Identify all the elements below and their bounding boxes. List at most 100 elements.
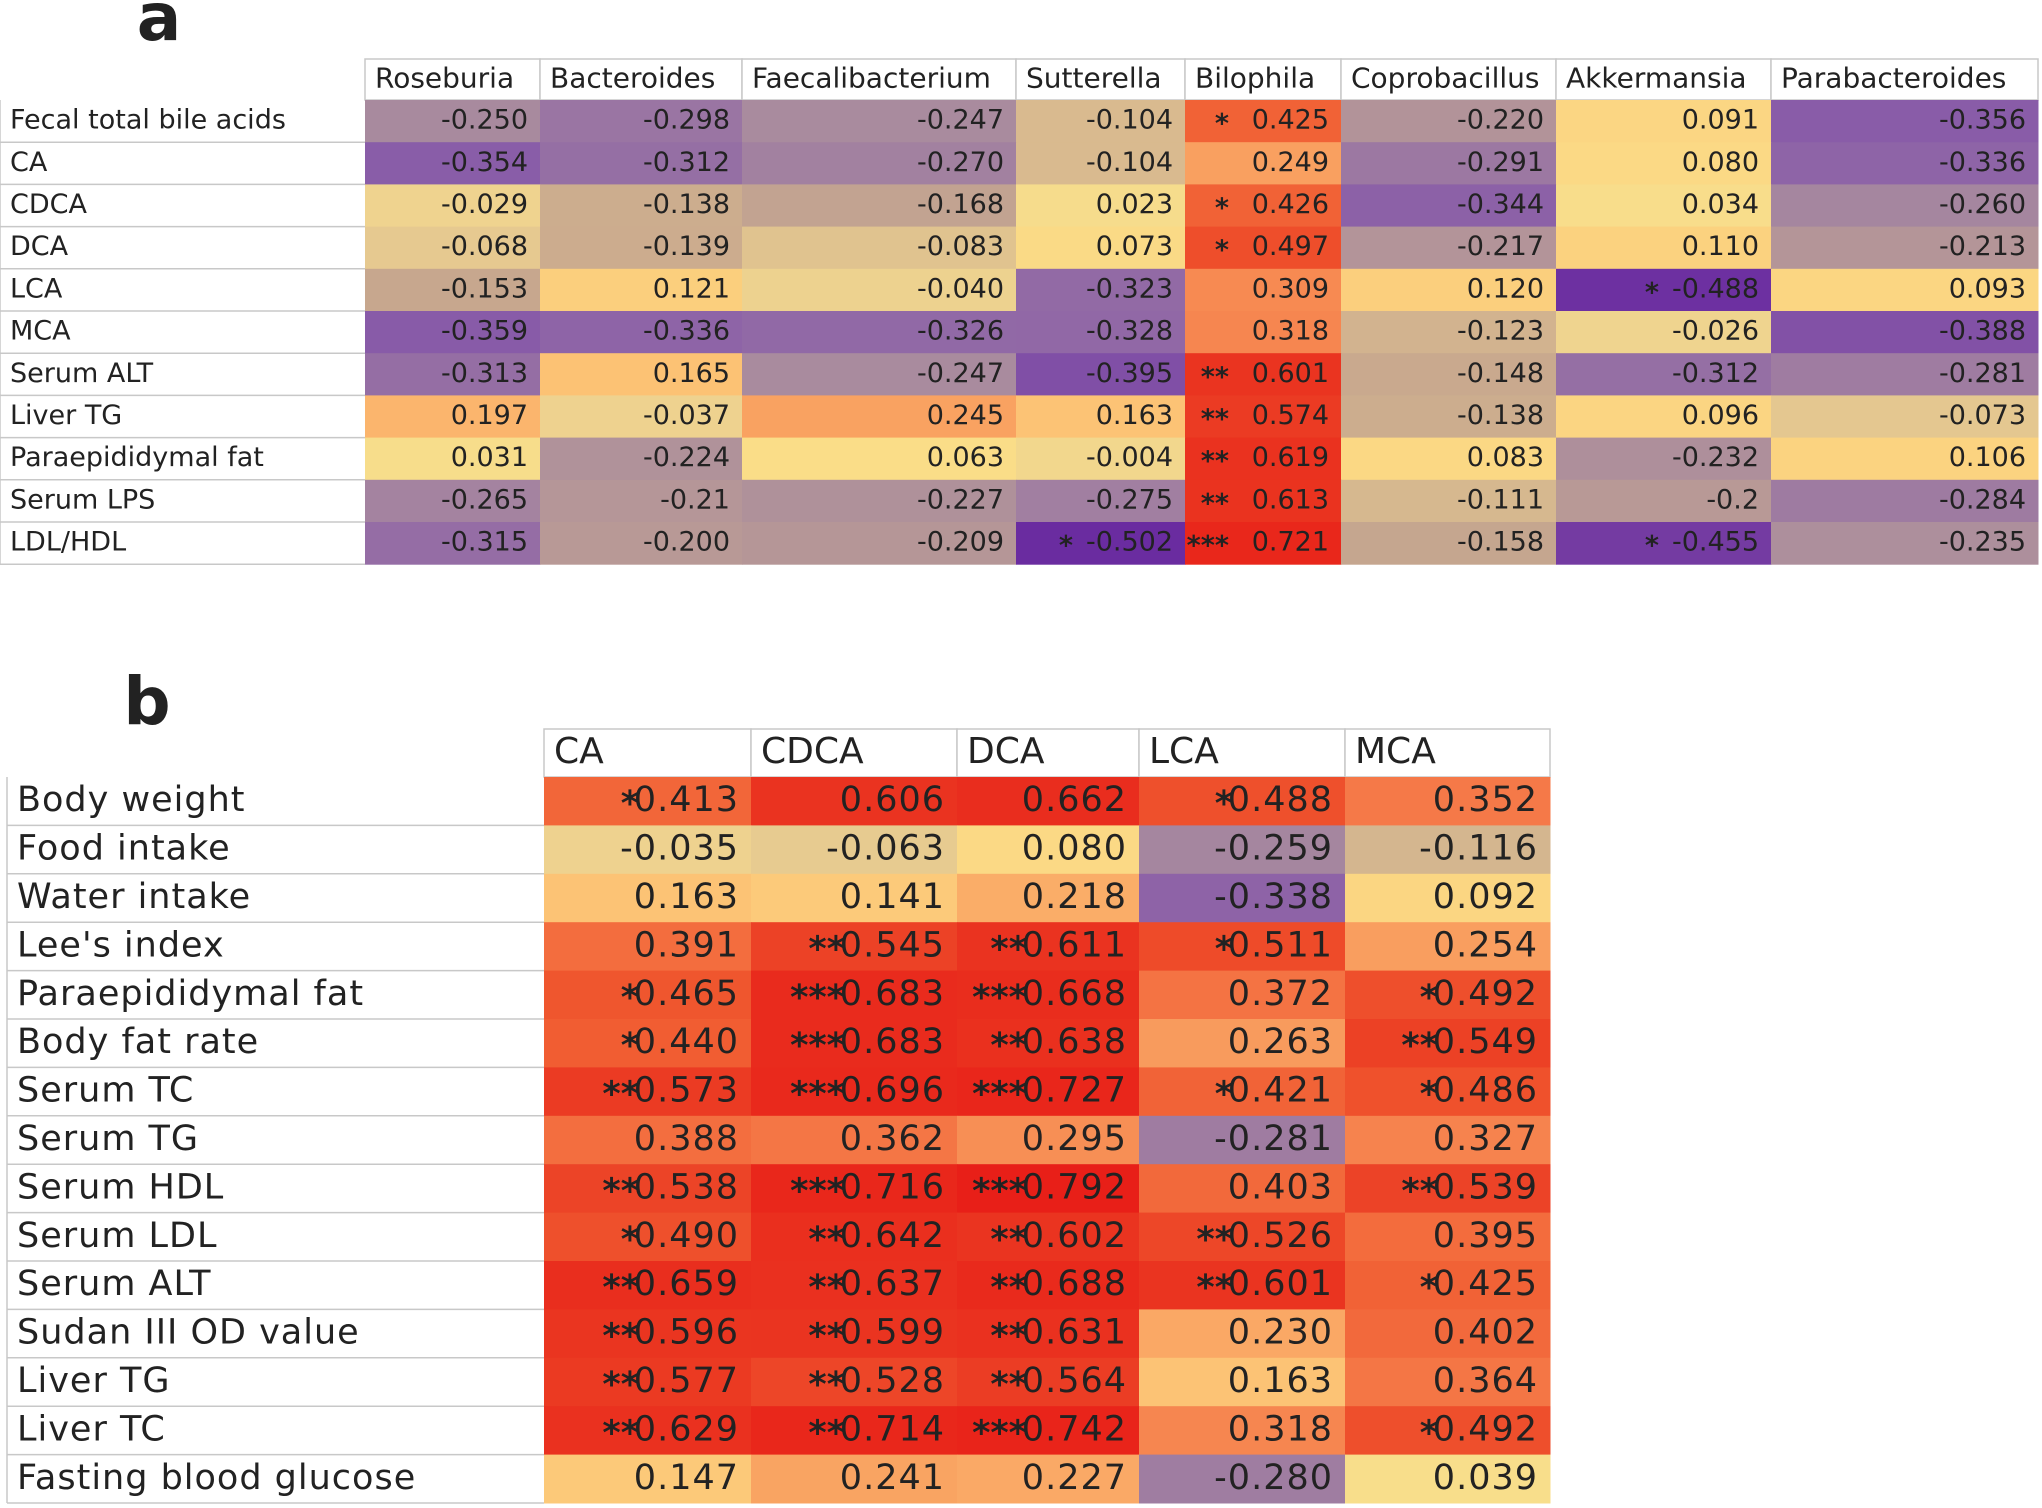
heat-cell <box>1016 395 1186 439</box>
heat-cell <box>1139 1164 1346 1214</box>
cell-value: 0.218 <box>1022 877 1127 917</box>
cell-value: 0.638 <box>1022 1022 1127 1062</box>
heat-cell <box>1771 184 2039 228</box>
row-label: Serum ALT <box>10 358 154 389</box>
row-label: Sudan III OD value <box>17 1313 360 1353</box>
heat-cell <box>540 522 743 565</box>
row-label: Liver TC <box>17 1409 166 1449</box>
heat-cell <box>365 353 541 396</box>
heat-cell <box>1556 268 1772 312</box>
cell-value: 0.106 <box>1949 442 2026 473</box>
heat-cell <box>1556 395 1772 439</box>
heat-cell <box>544 1454 752 1504</box>
heat-cell <box>751 1406 958 1456</box>
column-header: CA <box>554 731 604 772</box>
heat-cell <box>1139 1212 1346 1262</box>
heat-cell <box>742 311 1017 354</box>
heat-cell <box>1771 311 2039 354</box>
cell-value: 0.093 <box>1949 273 2026 304</box>
significance-stars: * <box>1215 193 1229 224</box>
cell-value: 0.486 <box>1433 1071 1538 1111</box>
row-label: Serum TC <box>17 1071 194 1111</box>
heat-cell <box>1345 1212 1551 1262</box>
cell-value: 0.241 <box>840 1458 945 1498</box>
cell-value: -0.148 <box>1457 358 1544 389</box>
heat-cell <box>544 1406 752 1456</box>
significance-stars: ** <box>602 1317 639 1357</box>
heat-cell <box>957 1454 1140 1504</box>
significance-stars: ** <box>990 1026 1027 1066</box>
column-header: Bacteroides <box>550 62 715 95</box>
cell-value: 0.403 <box>1228 1167 1333 1207</box>
cell-value: -0.338 <box>1214 877 1333 917</box>
significance-stars: * <box>1420 1268 1438 1308</box>
cell-value: 0.606 <box>840 780 945 820</box>
heat-cell <box>1016 437 1186 481</box>
heat-cell <box>1185 142 1342 185</box>
heat-cell <box>1345 1067 1551 1117</box>
heat-cell <box>1139 970 1346 1020</box>
cell-value: -0.298 <box>643 105 730 136</box>
heat-cell <box>365 395 541 439</box>
heat-cell <box>1771 268 2039 312</box>
cell-value: 0.318 <box>1252 316 1329 347</box>
heat-cell <box>1771 353 2039 396</box>
heat-cell <box>365 184 541 228</box>
cell-value: 0.440 <box>634 1022 739 1062</box>
heat-cell <box>957 970 1140 1020</box>
cell-value: -0.326 <box>917 316 1004 347</box>
cell-value: -0.029 <box>441 189 528 220</box>
cell-value: -0.281 <box>1939 358 2026 389</box>
row-label: Serum LPS <box>10 484 155 515</box>
row-label: Paraepididymal fat <box>17 974 364 1014</box>
cell-value: 0.120 <box>1467 273 1544 304</box>
heat-cell <box>1345 922 1551 972</box>
heat-cell <box>1345 825 1551 875</box>
row-label: Body fat rate <box>17 1022 259 1062</box>
heat-cell <box>1556 437 1772 481</box>
heat-cell <box>1016 522 1186 565</box>
cell-value: -0.153 <box>441 273 528 304</box>
cell-value: 0.683 <box>840 1022 945 1062</box>
cell-value: -0.260 <box>1939 189 2026 220</box>
heat-cell <box>544 1261 752 1310</box>
cell-value: 0.073 <box>1096 231 1173 262</box>
heat-cell <box>1345 1309 1551 1359</box>
cell-value: 0.039 <box>1433 1458 1538 1498</box>
cell-value: 0.596 <box>634 1313 739 1353</box>
column-header: Roseburia <box>375 62 514 95</box>
significance-stars: * <box>1420 1075 1438 1115</box>
heat-cell <box>540 479 743 523</box>
heat-cell <box>742 268 1017 312</box>
heat-cell <box>751 1019 958 1068</box>
cell-value: 0.602 <box>1022 1216 1127 1256</box>
cell-value: 0.662 <box>1022 780 1127 820</box>
heat-cell <box>544 1115 752 1165</box>
cell-value: -0.395 <box>1086 358 1173 389</box>
cell-value: -0.313 <box>441 358 528 389</box>
cell-value: 0.696 <box>840 1071 945 1111</box>
heat-cell <box>1185 437 1342 481</box>
cell-value: -0.040 <box>917 273 1004 304</box>
cell-value: 0.619 <box>1252 442 1329 473</box>
heat-cell <box>957 873 1140 923</box>
cell-value: 0.352 <box>1433 780 1538 820</box>
cell-value: -0.063 <box>826 829 945 869</box>
column-header: LCA <box>1149 731 1219 772</box>
heat-cell <box>544 1309 752 1359</box>
heat-cell <box>742 142 1017 185</box>
heat-cell <box>751 1115 958 1165</box>
heat-cell <box>544 1212 752 1262</box>
significance-stars: ** <box>990 1317 1027 1357</box>
heat-cell <box>957 922 1140 972</box>
heat-cell <box>1016 142 1186 185</box>
cell-value: 0.727 <box>1022 1071 1127 1111</box>
heat-cell <box>1771 100 2039 143</box>
cell-value: 0.426 <box>1252 189 1329 220</box>
cell-value: -0.168 <box>917 189 1004 220</box>
heat-cell <box>365 479 541 523</box>
row-label: Serum TG <box>17 1119 199 1159</box>
cell-value: 0.742 <box>1022 1409 1127 1449</box>
heat-cell <box>1016 353 1186 396</box>
heat-cell <box>544 1357 752 1407</box>
